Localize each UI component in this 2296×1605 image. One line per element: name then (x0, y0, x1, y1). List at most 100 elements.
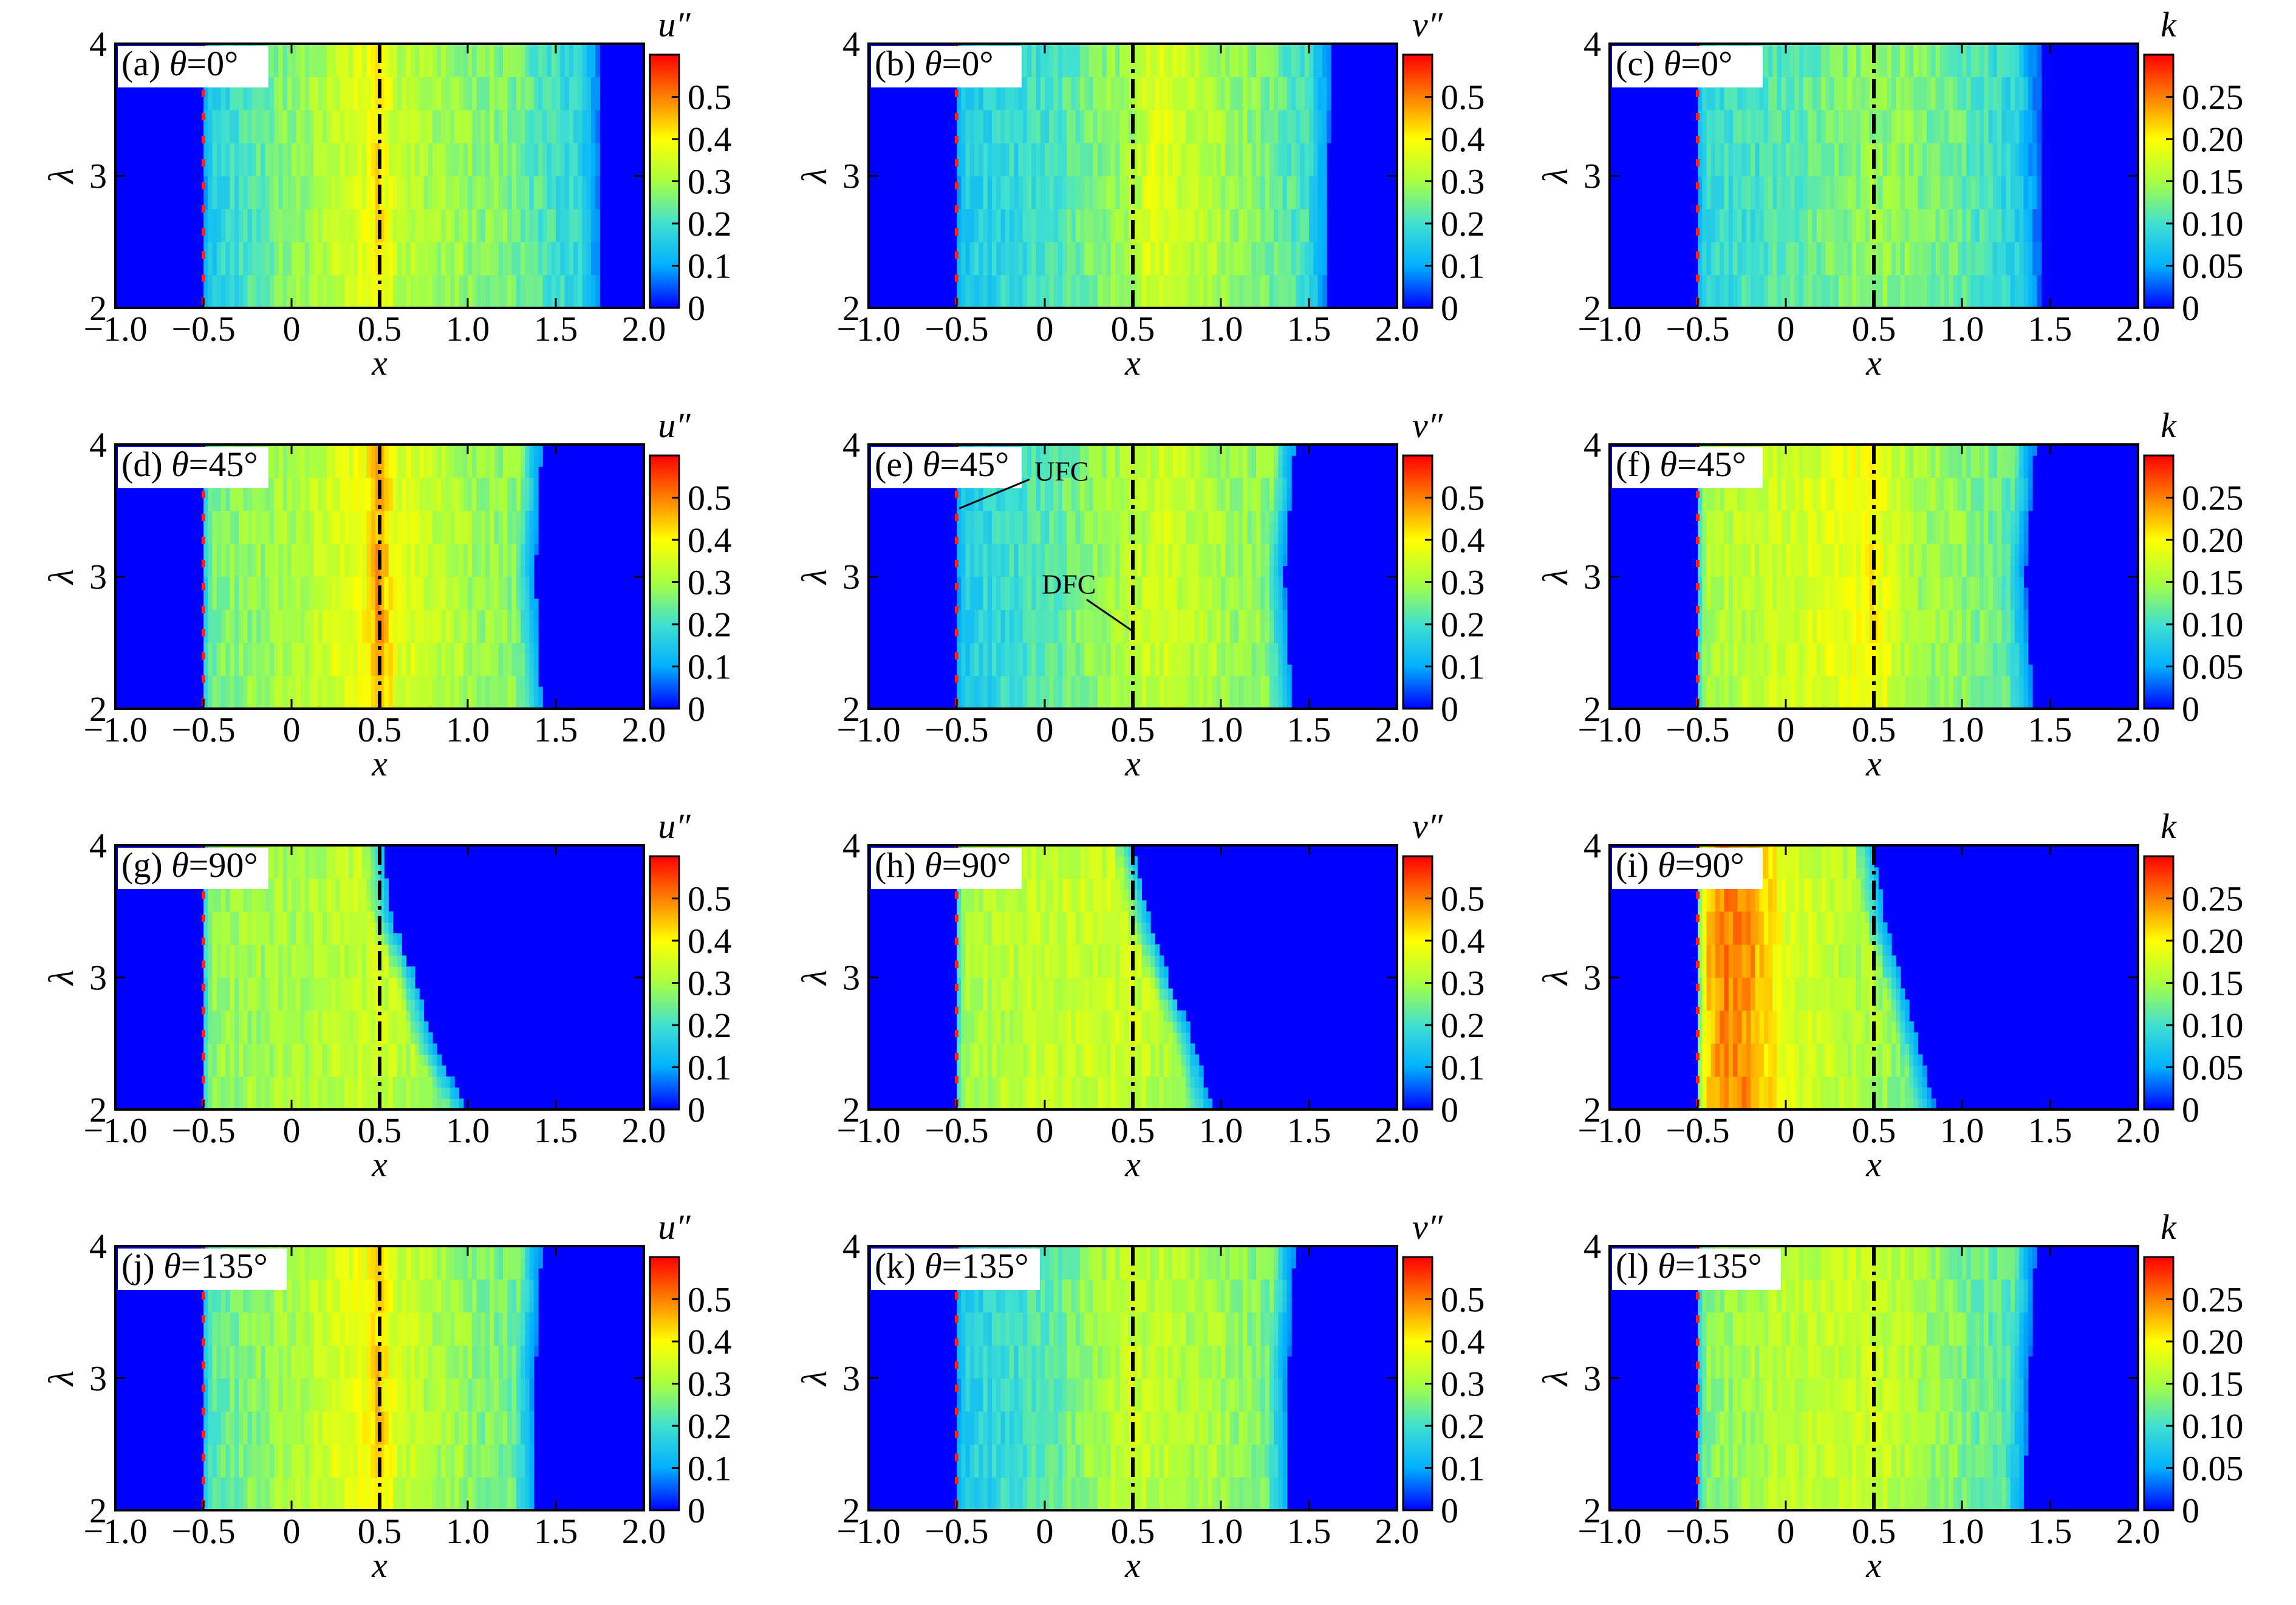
field-cell (1203, 209, 1208, 220)
colorbar-tick-label: 0.1 (1441, 247, 1485, 286)
field-cell (1327, 110, 1331, 121)
field-cell (966, 286, 971, 298)
field-cell (1031, 275, 1036, 287)
field-cell (1252, 231, 1257, 242)
field-cell (970, 187, 975, 199)
field-cell (274, 220, 279, 231)
field-cell (485, 253, 490, 264)
field-cell (313, 275, 318, 287)
field-cell (591, 121, 596, 132)
field-cell (1287, 121, 1292, 132)
field-cell (1975, 286, 1980, 298)
field-cell (1949, 253, 1953, 264)
field-cell (213, 154, 217, 165)
field-cell (1093, 275, 1098, 287)
field-cell (1944, 275, 1949, 287)
field-cell (1313, 66, 1318, 77)
field-cell (547, 121, 552, 132)
field-cell (283, 198, 288, 210)
field-cell (1733, 275, 1738, 287)
field-cell (1001, 198, 1006, 210)
field-cell (362, 275, 367, 287)
field-cell (468, 77, 473, 88)
field-cell (1023, 264, 1028, 276)
field-cell (494, 165, 499, 176)
field-cell (313, 220, 318, 231)
field-cell (1274, 209, 1279, 220)
field-cell (454, 44, 459, 55)
field-cell (221, 220, 226, 231)
field-cell (415, 99, 420, 111)
field-cell (358, 220, 363, 231)
field-cell (547, 264, 552, 276)
field-cell (530, 77, 535, 88)
field-cell (1027, 187, 1032, 199)
field-cell (274, 209, 279, 220)
field-cell (1260, 176, 1265, 188)
field-cell (507, 55, 512, 66)
field-cell (1962, 275, 1967, 287)
field-cell (454, 165, 459, 176)
field-cell (2015, 253, 2020, 264)
field-cell (1737, 275, 1742, 287)
field-cell (1001, 132, 1006, 143)
field-cell (970, 264, 975, 276)
field-cell (1217, 77, 1221, 88)
field-cell (1230, 99, 1235, 111)
field-cell (362, 253, 367, 264)
field-cell (459, 231, 464, 242)
field-cell (1940, 275, 1945, 287)
field-cell (225, 275, 230, 287)
field-cell (472, 242, 477, 253)
field-cell (1168, 198, 1173, 210)
field-cell (432, 66, 437, 77)
field-cell (1980, 253, 1984, 264)
field-cell (1076, 99, 1081, 111)
field-cell (287, 176, 292, 188)
field-cell (1883, 264, 1888, 276)
field-cell (287, 209, 292, 220)
field-cell (406, 253, 411, 264)
field-cell (1843, 220, 1848, 231)
field-cell (428, 88, 433, 100)
field-cell (538, 231, 543, 242)
field-cell (1291, 165, 1296, 176)
field-cell (1212, 143, 1217, 154)
field-cell (1834, 231, 1839, 242)
field-cell (560, 165, 565, 176)
field-cell (1084, 297, 1089, 308)
field-cell (424, 253, 429, 264)
field-cell (411, 143, 415, 154)
field-cell (318, 99, 323, 111)
field-cell (1027, 286, 1032, 298)
field-cell (1177, 253, 1182, 264)
field-cell (1089, 275, 1094, 287)
field-cell (1107, 264, 1112, 276)
field-cell (301, 209, 306, 220)
field-cell (424, 77, 429, 88)
field-cell (243, 132, 248, 143)
field-cell (1040, 209, 1045, 220)
field-cell (446, 187, 451, 199)
field-cell (1150, 154, 1155, 165)
field-cell (1031, 99, 1036, 111)
field-cell (1049, 44, 1054, 55)
field-cell (499, 198, 504, 210)
field-cell (1203, 165, 1208, 176)
field-cell (1058, 231, 1063, 242)
field-cell (1931, 275, 1936, 287)
field-cell (424, 110, 429, 121)
field-cell (1260, 187, 1265, 199)
field-cell (1852, 297, 1857, 308)
field-cell (1217, 264, 1221, 276)
field-cell (481, 77, 486, 88)
field-cell (1036, 231, 1041, 242)
field-cell (1252, 66, 1257, 77)
field-cell (1014, 154, 1019, 165)
field-cell (437, 121, 442, 132)
field-cell (366, 231, 371, 242)
field-cell (1137, 121, 1142, 132)
field-cell (437, 297, 442, 308)
field-cell (318, 297, 323, 308)
field-cell (292, 99, 296, 111)
